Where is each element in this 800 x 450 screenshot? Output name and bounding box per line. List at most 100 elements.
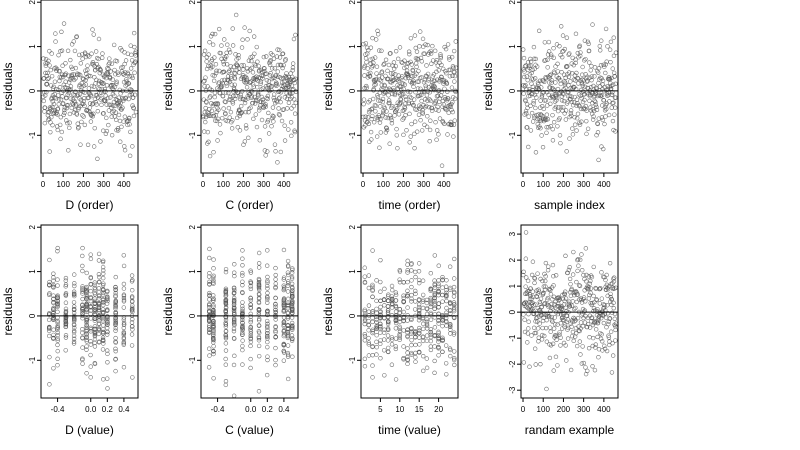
data-point [406, 100, 412, 105]
data-point [419, 98, 424, 104]
data-point [602, 84, 607, 90]
y-axis-title: residuals [321, 287, 335, 335]
data-point [238, 92, 244, 98]
data-point [380, 99, 386, 105]
data-point [368, 70, 373, 76]
data-point [440, 318, 445, 323]
data-point [58, 136, 63, 142]
data-point [393, 303, 399, 309]
data-point [424, 356, 429, 361]
data-point [582, 58, 587, 63]
data-point [202, 84, 207, 89]
data-point [451, 294, 457, 299]
data-point [113, 287, 118, 292]
plot-frame [200, 224, 299, 399]
data-point [432, 85, 438, 90]
y-tick-label: 1 [188, 44, 197, 49]
data-point [404, 128, 409, 133]
data-point [248, 305, 253, 310]
data-point [362, 356, 368, 361]
data-point [384, 125, 389, 130]
data-point [445, 89, 450, 94]
data-point [71, 307, 77, 312]
data-point [611, 305, 616, 311]
data-point [211, 309, 216, 315]
scatter-points [206, 246, 295, 398]
data-point [432, 282, 437, 288]
data-point [285, 327, 291, 332]
data-point [93, 100, 98, 105]
data-point [362, 73, 367, 78]
y-axis-title: residuals [321, 62, 335, 110]
data-point [546, 125, 551, 130]
data-point [80, 286, 85, 291]
data-point [427, 90, 433, 95]
data-point [231, 317, 237, 322]
data-point [413, 291, 418, 297]
data-point [556, 298, 561, 303]
data-point [581, 272, 586, 278]
data-point [206, 325, 212, 330]
data-point [123, 96, 128, 101]
data-point [59, 29, 64, 34]
x-tick-label: -0.4 [211, 405, 225, 414]
data-point [525, 105, 530, 111]
data-point [100, 81, 105, 87]
data-point [589, 111, 595, 117]
data-point [388, 115, 394, 121]
data-point [420, 111, 426, 116]
data-point [578, 50, 583, 55]
data-point [602, 311, 608, 316]
data-point [240, 323, 245, 328]
data-point [565, 270, 570, 276]
data-point [580, 72, 585, 77]
data-point [571, 100, 577, 105]
data-point [595, 306, 600, 312]
data-point [611, 53, 617, 59]
data-point [119, 124, 124, 130]
data-point [231, 305, 237, 311]
data-point [413, 288, 418, 294]
data-point [373, 109, 378, 114]
data-point [586, 296, 592, 301]
data-point [547, 355, 553, 361]
data-point [96, 272, 102, 277]
data-point [575, 50, 580, 56]
data-point [113, 284, 118, 290]
data-point [256, 310, 262, 315]
data-point [292, 111, 298, 116]
data-point [281, 285, 287, 290]
x-tick-label: 400 [597, 180, 611, 189]
data-point [428, 304, 433, 309]
data-point [588, 68, 593, 73]
data-point [566, 90, 571, 95]
data-point [263, 104, 269, 109]
data-point [112, 93, 117, 98]
data-point [424, 74, 429, 79]
data-point [85, 142, 91, 148]
data-point [248, 343, 253, 349]
data-point [66, 148, 71, 153]
data-point [248, 284, 253, 289]
data-point [270, 113, 275, 119]
y-tick-label: 2 [188, 224, 197, 229]
data-point [451, 357, 457, 363]
data-point [578, 352, 583, 357]
y-tick-label: 1 [188, 269, 197, 274]
y-tick-label: 2 [508, 257, 517, 262]
data-point [73, 89, 78, 94]
data-point [260, 76, 265, 81]
data-point [598, 48, 603, 53]
data-point [278, 62, 283, 68]
x-tick-label: 200 [557, 405, 571, 414]
data-point [413, 89, 418, 95]
data-point [276, 106, 281, 111]
data-point [74, 34, 79, 40]
data-point [92, 318, 98, 323]
data-point [51, 101, 57, 107]
data-point [272, 66, 277, 71]
data-point [59, 129, 65, 135]
data-point [64, 103, 70, 108]
